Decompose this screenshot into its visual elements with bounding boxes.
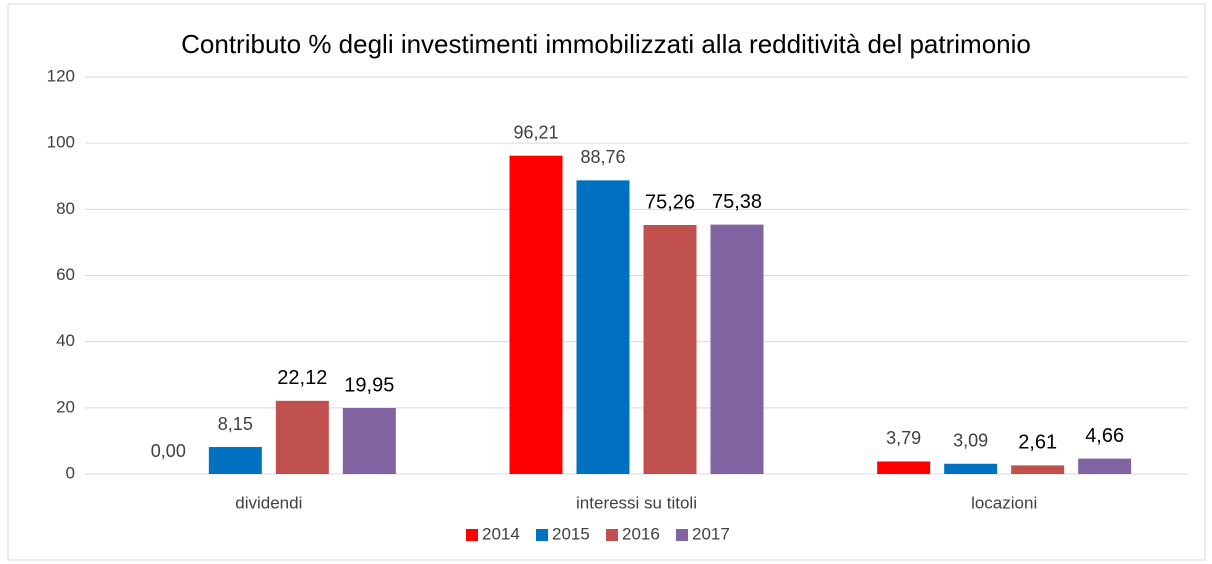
chart-title: Contributo % degli investimenti immobili… (181, 29, 1031, 59)
bar (208, 447, 262, 474)
x-tick-label: dividendi (235, 493, 302, 512)
value-label: 4,66 (1085, 425, 1124, 447)
value-label: 96,21 (513, 122, 558, 142)
value-label: 3,79 (886, 428, 921, 448)
legend-label: 2015 (552, 524, 590, 543)
bar (275, 400, 329, 474)
bar (877, 461, 931, 474)
legend-label: 2016 (622, 524, 660, 543)
legend-label: 2014 (482, 524, 520, 543)
legend-swatch (676, 529, 688, 541)
legend-label: 2017 (692, 524, 730, 543)
value-label: 75,38 (712, 191, 762, 213)
value-label: 8,15 (218, 414, 253, 434)
bar (509, 155, 563, 474)
legend-swatch (536, 529, 548, 541)
value-label: 2,61 (1018, 432, 1057, 454)
value-label: 22,12 (277, 367, 327, 389)
bar (342, 407, 396, 474)
y-tick-label: 0 (66, 463, 75, 482)
y-tick-label: 60 (56, 265, 75, 284)
bar (643, 225, 697, 474)
value-label: 19,95 (344, 374, 394, 396)
y-tick-label: 80 (56, 199, 75, 218)
y-tick-label: 120 (47, 66, 75, 85)
bar (1078, 458, 1132, 474)
legend-swatch (466, 529, 478, 541)
value-label: 0,00 (151, 441, 186, 461)
bar (710, 224, 764, 474)
x-tick-label: locazioni (971, 493, 1037, 512)
bar (1011, 465, 1065, 474)
y-tick-label: 20 (56, 397, 75, 416)
x-tick-label: interessi su titoli (576, 493, 697, 512)
bar (944, 463, 998, 474)
legend-swatch (606, 529, 618, 541)
value-label: 75,26 (645, 191, 695, 213)
y-tick-label: 40 (56, 331, 75, 350)
bar (576, 180, 630, 474)
value-label: 3,09 (953, 431, 988, 451)
y-tick-label: 100 (47, 133, 75, 152)
value-label: 88,76 (580, 147, 625, 167)
